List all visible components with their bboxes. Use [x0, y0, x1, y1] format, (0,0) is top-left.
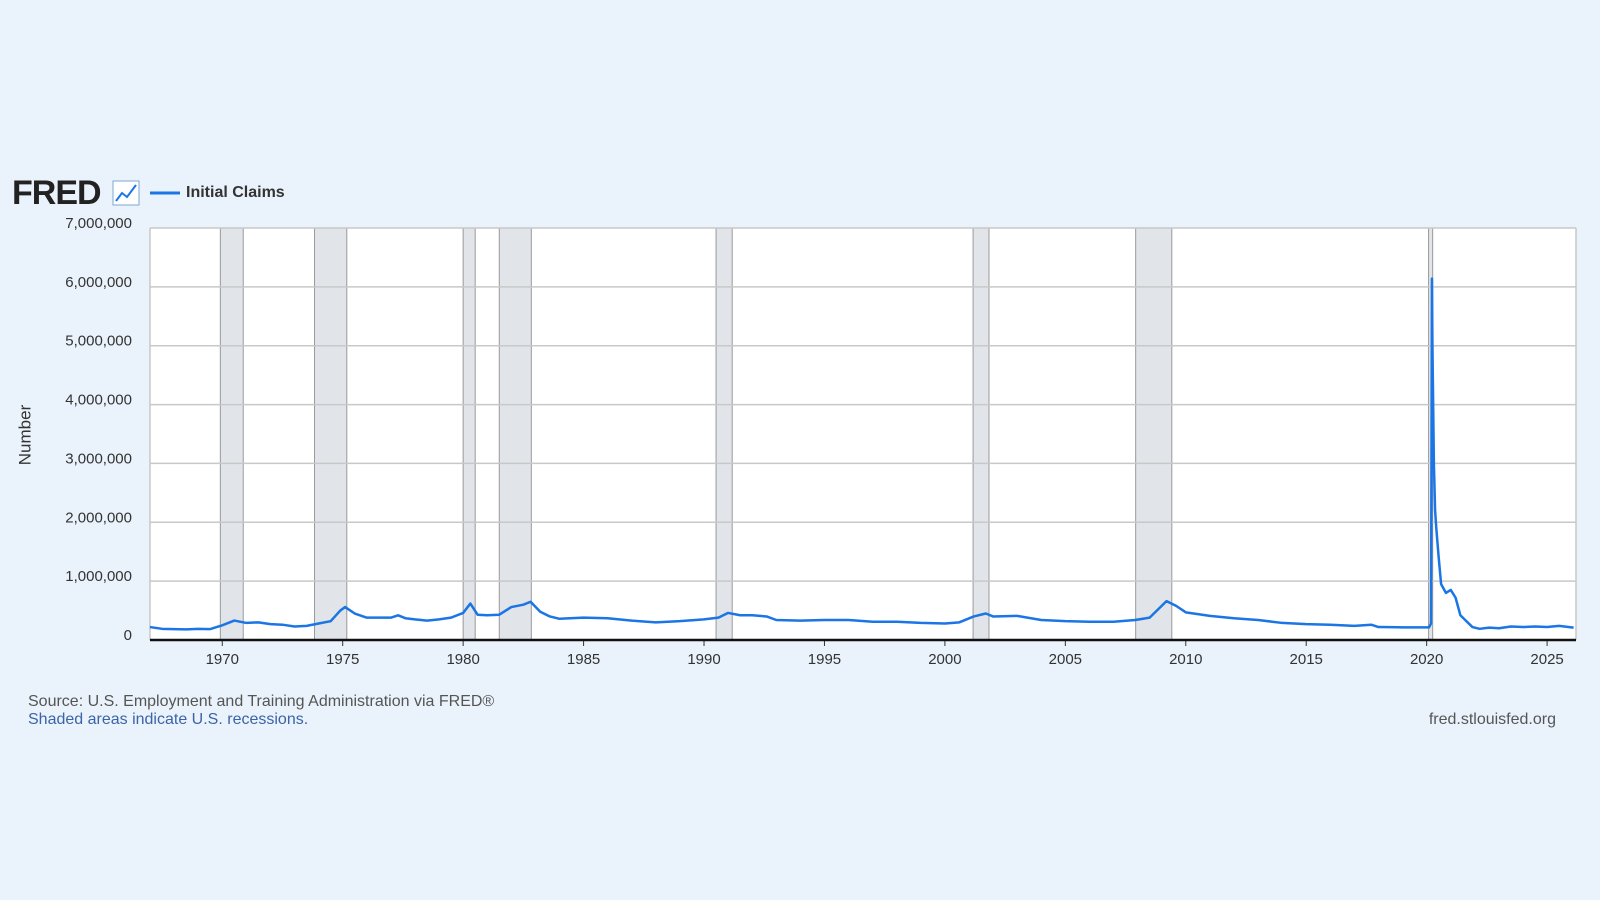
- recession-band: [973, 228, 989, 640]
- y-tick-label: 0: [124, 627, 132, 644]
- source: Source: U.S. Employment and Training Adm…: [28, 693, 494, 710]
- recession-band: [463, 228, 476, 640]
- x-tick-label: 1995: [808, 651, 841, 668]
- logo: FRED: [12, 174, 101, 212]
- x-tick-label: 2000: [928, 651, 961, 668]
- x-tick-label: 1970: [206, 651, 239, 668]
- y-tick-label: 3,000,000: [65, 450, 132, 467]
- x-tick-label: 2025: [1530, 651, 1563, 668]
- recession-band: [1135, 228, 1172, 640]
- recession-band: [314, 228, 347, 640]
- recession-band: [716, 228, 733, 640]
- recession-note[interactable]: Shaded areas indicate U.S. recessions.: [28, 711, 308, 728]
- logo-icon: [112, 180, 140, 206]
- x-tick-label: 1990: [687, 651, 720, 668]
- x-tick-label: 1985: [567, 651, 600, 668]
- series-line: [149, 277, 1574, 631]
- y-tick-label: 2,000,000: [65, 509, 132, 526]
- legend-label: Initial Claims: [186, 184, 285, 201]
- y-axis-label: Number: [15, 404, 34, 465]
- x-tick-label: 2015: [1290, 651, 1323, 668]
- credit[interactable]: fred.stlouisfed.org: [1429, 711, 1556, 728]
- y-tick-label: 1,000,000: [65, 568, 132, 585]
- recession-band: [220, 228, 244, 640]
- x-tick-label: 2020: [1410, 651, 1443, 668]
- x-tick-label: 1975: [326, 651, 359, 668]
- y-tick-label: 6,000,000: [65, 274, 132, 291]
- recession-band: [499, 228, 532, 640]
- plot-area: [150, 228, 1576, 640]
- y-tick-label: 7,000,000: [65, 215, 132, 232]
- x-tick-label: 2005: [1049, 651, 1082, 668]
- x-tick-label: 1980: [446, 651, 479, 668]
- y-tick-label: 4,000,000: [65, 392, 132, 409]
- x-tick-label: 2010: [1169, 651, 1202, 668]
- y-tick-label: 5,000,000: [65, 333, 132, 350]
